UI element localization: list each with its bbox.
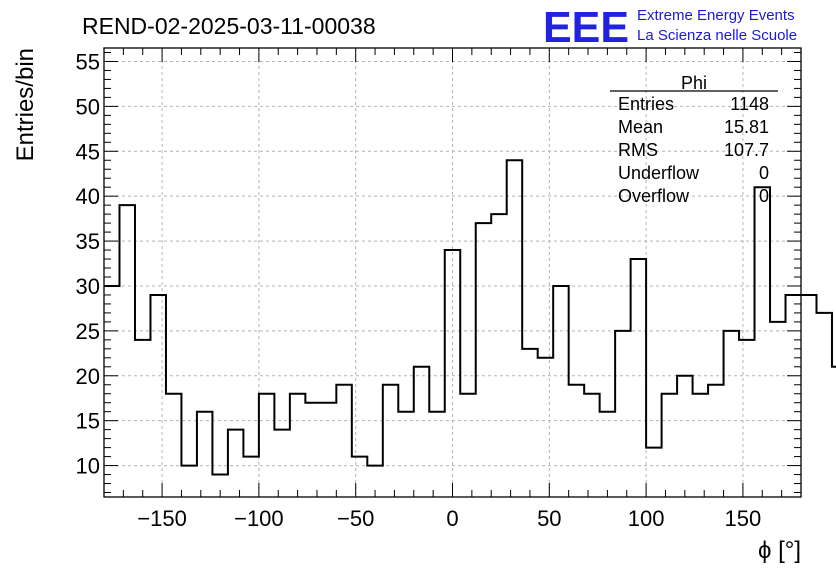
stats-label: Overflow <box>618 186 690 206</box>
stats-value: 15.81 <box>724 117 769 137</box>
y-tick-label: 50 <box>76 94 100 119</box>
y-tick-label: 45 <box>76 139 100 164</box>
x-tick-label: −150 <box>137 506 187 531</box>
y-tick-label: 15 <box>76 409 100 434</box>
y-axis-label: Entries/bin <box>12 48 39 161</box>
axis-ticks: −150 −100 −50 0 50 100 150 10 15 20 25 30 35 40 45 50 55 <box>76 48 802 531</box>
stats-value: 107.7 <box>724 140 769 160</box>
stats-label: Entries <box>618 94 674 114</box>
stats-title: Phi <box>681 73 707 93</box>
y-tick-label: 10 <box>76 454 100 479</box>
chart-title: REND-02-2025-03-11-00038 <box>82 13 376 39</box>
brand-line-1: Extreme Energy Events <box>637 7 795 24</box>
x-tick-label: 100 <box>628 506 665 531</box>
stats-value: 0 <box>759 186 769 206</box>
x-axis-label: ϕ [°] <box>758 537 801 564</box>
y-tick-label: 40 <box>76 184 100 209</box>
brand-line-2: La Scienza nelle Scuole <box>637 27 797 44</box>
plot-frame <box>103 47 802 498</box>
x-tick-label: 0 <box>446 506 458 531</box>
y-tick-label: 20 <box>76 364 100 389</box>
stats-label: Mean <box>618 117 663 137</box>
stats-label: Underflow <box>618 163 700 183</box>
stats-label: RMS <box>618 140 658 160</box>
x-tick-label: −100 <box>234 506 284 531</box>
y-tick-label: 55 <box>76 49 100 74</box>
stats-box: Phi Entries 1148 Mean 15.81 RMS 107.7 Underflo… <box>610 73 778 206</box>
stats-rows: Entries 1148 Mean 15.81 RMS 107.7 Underflow 0 Ov… <box>618 94 769 206</box>
stats-value: 1148 <box>730 94 769 114</box>
y-tick-label: 35 <box>76 229 100 254</box>
y-tick-label: 25 <box>76 319 100 344</box>
stats-value: 0 <box>759 163 769 183</box>
y-tick-label: 30 <box>76 274 100 299</box>
x-tick-label: 50 <box>537 506 561 531</box>
histogram-line <box>104 159 836 476</box>
eee-logo: EEE <box>543 3 629 52</box>
x-tick-label: 150 <box>725 506 762 531</box>
x-tick-label: −50 <box>337 506 374 531</box>
